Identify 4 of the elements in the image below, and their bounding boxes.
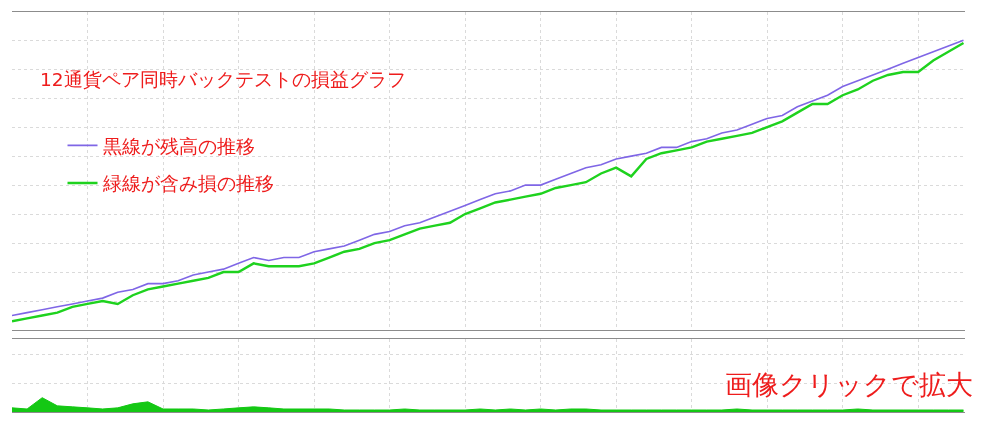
annotation: 画像クリックで拡大 bbox=[725, 369, 973, 400]
legend-label: 黒線が残高の推移 bbox=[102, 134, 255, 157]
legend-label: 緑線が含み損の推移 bbox=[101, 172, 274, 195]
text: 12通貨ペア同時バックテストの損益グラフ bbox=[40, 69, 406, 91]
